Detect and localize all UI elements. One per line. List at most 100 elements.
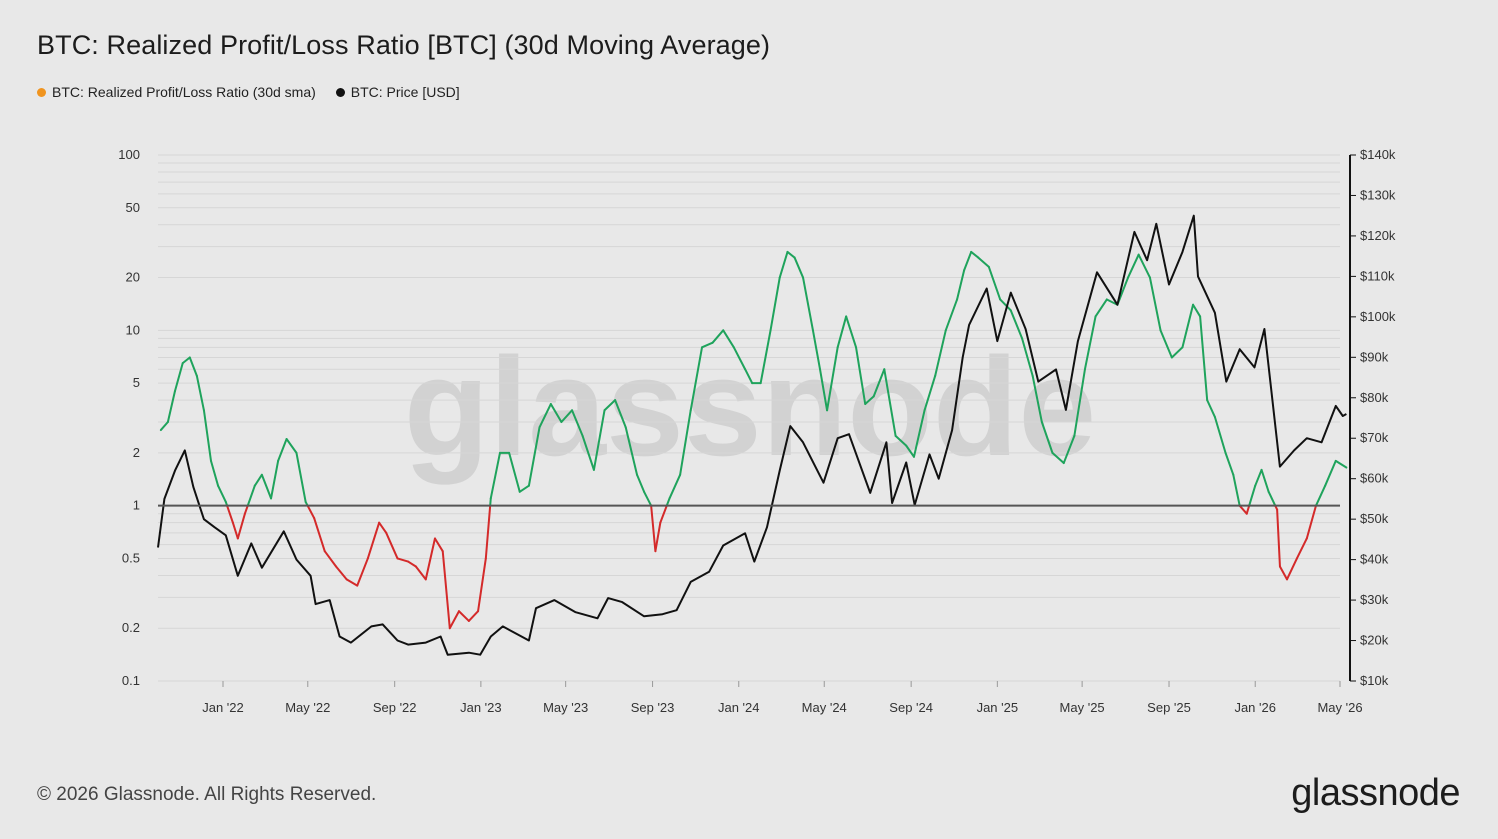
ratio-segment (231, 521, 239, 540)
ratio-segment (977, 256, 990, 268)
chart-legend: BTC: Realized Profit/Loss Ratio (30d sma… (37, 84, 460, 100)
ratio-segment (396, 557, 410, 563)
left-axis-ticks: 100 50 20 10 5 2 1 0.5 0.2 0.1 (118, 147, 140, 688)
x-tick-label: Sep '23 (631, 700, 675, 715)
ratio-segment (1009, 309, 1024, 340)
right-tick-label: $80k (1360, 390, 1389, 405)
ratio-segment (1314, 484, 1327, 507)
legend-item-ratio[interactable]: BTC: Realized Profit/Loss Ratio (30d sma… (37, 84, 316, 100)
x-tick-label: Jan '24 (718, 700, 760, 715)
ratio-segment (1051, 451, 1065, 465)
ratio-segment (260, 473, 273, 500)
ratio-segment (236, 512, 246, 540)
ratio-segment (883, 368, 897, 437)
ratio-segment (549, 403, 563, 424)
ratio-segment (1040, 421, 1054, 454)
right-tick-label: $120k (1360, 228, 1396, 243)
ratio-segment (744, 368, 754, 385)
ratio-segment (912, 409, 926, 458)
ratio-segment (313, 517, 326, 553)
ratio-segment (407, 560, 417, 568)
x-tick-label: Jan '26 (1234, 700, 1276, 715)
ratio-segment (668, 473, 682, 500)
ratio-segment (433, 537, 444, 553)
ratio-segment (345, 578, 359, 587)
ratio-segment (1181, 303, 1195, 349)
ratio-segment (894, 434, 908, 447)
ratio-segment (722, 329, 735, 349)
left-tick-label: 1 (133, 498, 140, 513)
left-tick-label: 0.2 (122, 620, 140, 635)
ratio-segment (1083, 315, 1097, 371)
ratio-series-line (159, 250, 1348, 630)
chart-title: BTC: Realized Profit/Loss Ratio [BTC] (3… (37, 30, 771, 60)
ratio-segment (1073, 368, 1086, 437)
ratio-segment (1278, 565, 1289, 581)
ratio-segment (1324, 459, 1337, 487)
ratio-segment (253, 473, 263, 487)
ratio-segment (508, 451, 521, 493)
ratio-segment (441, 550, 451, 630)
ratio-segment (1276, 508, 1281, 568)
legend-dot-ratio (37, 87, 46, 97)
ratio-segment (864, 395, 875, 406)
ratio-segment (905, 444, 915, 458)
brand-logo: glassnode (1291, 772, 1460, 814)
left-tick-label: 2 (133, 445, 140, 460)
ratio-segment (246, 484, 256, 507)
ratio-segment (872, 368, 886, 398)
left-tick-label: 100 (118, 147, 140, 162)
ratio-segment (323, 550, 338, 568)
ratio-segment (1286, 557, 1298, 581)
ratio-segment (414, 565, 427, 581)
ratio-segment (624, 426, 639, 476)
ratio-segment (1245, 504, 1251, 515)
x-tick-label: May '26 (1317, 700, 1362, 715)
watermark-text: glassnode (404, 328, 1096, 485)
ratio-segment (793, 256, 805, 279)
legend-label-ratio: BTC: Realized Profit/Loss Ratio (30d sma… (52, 84, 316, 100)
ratio-segment (732, 346, 747, 371)
ratio-segment (769, 276, 781, 332)
ratio-segment (489, 497, 492, 507)
ratio-segment (571, 409, 584, 437)
ratio-segment (270, 459, 280, 500)
ratio-segment (1170, 346, 1184, 359)
ratio-segment (1232, 473, 1241, 507)
right-tick-label: $30k (1360, 592, 1389, 607)
ratio-segment (1062, 434, 1076, 465)
ratio-segment (1238, 504, 1248, 515)
x-tick-label: May '23 (543, 700, 588, 715)
left-tick-label: 50 (126, 200, 140, 215)
right-tick-label: $60k (1360, 471, 1389, 486)
ratio-segment (1137, 253, 1151, 279)
price-line-path (157, 214, 1347, 656)
ratio-segment (963, 250, 973, 272)
ratio-segment (1159, 329, 1173, 359)
ratio-segment (665, 497, 671, 507)
ratio-segment (166, 390, 176, 424)
legend-item-price[interactable]: BTC: Price [USD] (335, 84, 460, 100)
ratio-segment (378, 521, 388, 534)
left-tick-label: 0.5 (122, 550, 140, 565)
right-tick-label: $20k (1360, 633, 1389, 648)
ratio-segment (689, 346, 704, 412)
ratio-segment (188, 356, 198, 377)
ratio-segment (603, 399, 617, 412)
right-tick-label: $40k (1360, 552, 1389, 567)
ratio-segment (385, 531, 399, 560)
ratio-segment (1192, 303, 1202, 318)
ratio-segment (226, 504, 234, 524)
ratio-segment (489, 451, 501, 500)
ratio-segment (202, 409, 212, 462)
ratio-segment (956, 269, 966, 301)
ratio-segment (845, 315, 858, 349)
ratio-segment (1260, 468, 1270, 493)
ratio-segment (1248, 484, 1257, 507)
ratio-segment (581, 434, 595, 471)
ratio-segment (457, 610, 470, 622)
ratio-segment (1305, 504, 1317, 540)
x-tick-label: Sep '25 (1147, 700, 1191, 715)
ratio-segment (518, 484, 530, 493)
